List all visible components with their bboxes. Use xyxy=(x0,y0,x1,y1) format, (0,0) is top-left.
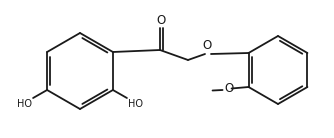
Text: O: O xyxy=(224,82,233,95)
Text: O: O xyxy=(202,39,212,52)
Text: HO: HO xyxy=(17,99,32,109)
Text: O: O xyxy=(157,14,166,26)
Text: HO: HO xyxy=(128,99,143,109)
